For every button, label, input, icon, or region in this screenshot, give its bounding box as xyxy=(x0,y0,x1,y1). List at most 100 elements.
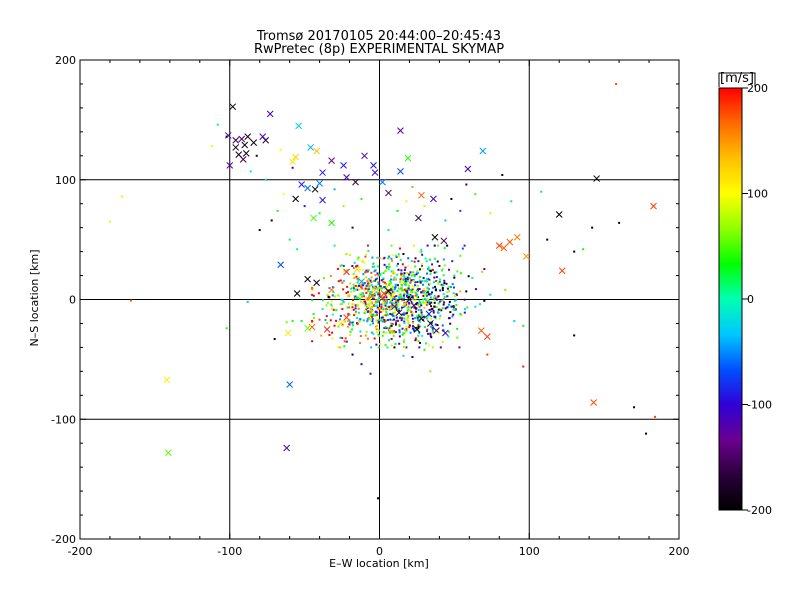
data-point xyxy=(347,290,350,293)
data-point xyxy=(370,284,373,287)
data-point xyxy=(393,303,396,306)
data-point xyxy=(394,283,397,286)
data-point xyxy=(409,331,412,334)
data-point xyxy=(367,269,370,272)
data-point xyxy=(481,270,484,273)
data-point xyxy=(354,307,357,310)
data-point xyxy=(427,308,430,311)
data-point xyxy=(420,315,423,318)
data-point-x xyxy=(232,144,240,151)
data-point xyxy=(325,304,328,307)
data-point xyxy=(406,276,409,279)
data-point xyxy=(329,319,332,322)
y-tick-label: 0 xyxy=(69,294,76,307)
data-point xyxy=(380,287,383,290)
data-point xyxy=(393,315,396,318)
data-point xyxy=(311,287,314,290)
data-point-x xyxy=(226,162,234,169)
data-point xyxy=(396,209,399,212)
data-point xyxy=(352,308,355,311)
data-point xyxy=(433,244,436,247)
data-point xyxy=(463,298,466,301)
data-point xyxy=(282,193,285,196)
data-point xyxy=(351,264,354,267)
data-point xyxy=(633,406,636,409)
data-point xyxy=(429,269,432,272)
data-point xyxy=(372,262,375,265)
data-point xyxy=(438,300,441,303)
data-point xyxy=(394,323,397,326)
data-point xyxy=(364,298,367,301)
data-point xyxy=(423,290,426,293)
data-point xyxy=(416,293,419,296)
data-point xyxy=(433,294,436,297)
data-point xyxy=(432,309,435,312)
data-point xyxy=(426,332,429,335)
data-point xyxy=(454,294,457,297)
data-point xyxy=(391,290,394,293)
data-point xyxy=(377,293,380,296)
data-point xyxy=(333,188,336,191)
data-point xyxy=(416,281,419,284)
data-point xyxy=(350,287,353,290)
data-point xyxy=(398,331,401,334)
data-point-x xyxy=(239,156,247,163)
data-point xyxy=(437,282,440,285)
data-point xyxy=(276,209,279,212)
data-point xyxy=(416,285,419,288)
data-point xyxy=(389,305,392,308)
data-point xyxy=(410,289,413,292)
data-point xyxy=(459,290,462,293)
data-point xyxy=(456,336,459,339)
data-point xyxy=(373,303,376,306)
data-point xyxy=(371,315,374,318)
data-point xyxy=(437,308,440,311)
data-point xyxy=(331,331,334,334)
data-point-x xyxy=(229,103,237,111)
data-point xyxy=(398,329,401,332)
data-point xyxy=(420,250,423,253)
data-point-x xyxy=(406,296,413,303)
data-point xyxy=(431,326,434,329)
data-point xyxy=(390,289,393,292)
data-point xyxy=(331,313,334,316)
data-point xyxy=(400,319,403,322)
data-point xyxy=(405,328,408,331)
data-point xyxy=(390,330,393,333)
data-point xyxy=(449,311,452,314)
data-point xyxy=(401,333,404,336)
data-point xyxy=(355,275,358,278)
data-point xyxy=(402,279,405,282)
data-point xyxy=(422,277,425,280)
data-point-x xyxy=(385,287,392,295)
data-point xyxy=(430,292,433,295)
data-point xyxy=(433,305,436,308)
data-point xyxy=(380,316,383,319)
data-point xyxy=(370,331,373,334)
data-point xyxy=(446,244,449,247)
data-point xyxy=(397,303,400,306)
data-point xyxy=(428,344,431,347)
data-point xyxy=(384,299,387,302)
data-point xyxy=(427,314,430,317)
data-point xyxy=(377,299,380,302)
data-point xyxy=(421,262,424,265)
data-point xyxy=(413,306,416,309)
data-point xyxy=(346,325,349,328)
data-point xyxy=(425,303,428,306)
data-point xyxy=(393,292,396,295)
colorbar-tick-label: 200 xyxy=(747,82,768,95)
data-point xyxy=(426,286,429,289)
data-point-x xyxy=(307,144,314,151)
data-point xyxy=(414,291,417,294)
data-point-x xyxy=(395,309,403,317)
data-point xyxy=(441,289,444,292)
data-point xyxy=(591,226,594,229)
data-point xyxy=(399,247,402,250)
data-point xyxy=(407,264,410,267)
data-point xyxy=(441,340,444,343)
data-point xyxy=(441,269,444,272)
data-point xyxy=(459,312,462,315)
x-tick-label: -100 xyxy=(217,545,242,558)
data-point xyxy=(378,282,381,285)
